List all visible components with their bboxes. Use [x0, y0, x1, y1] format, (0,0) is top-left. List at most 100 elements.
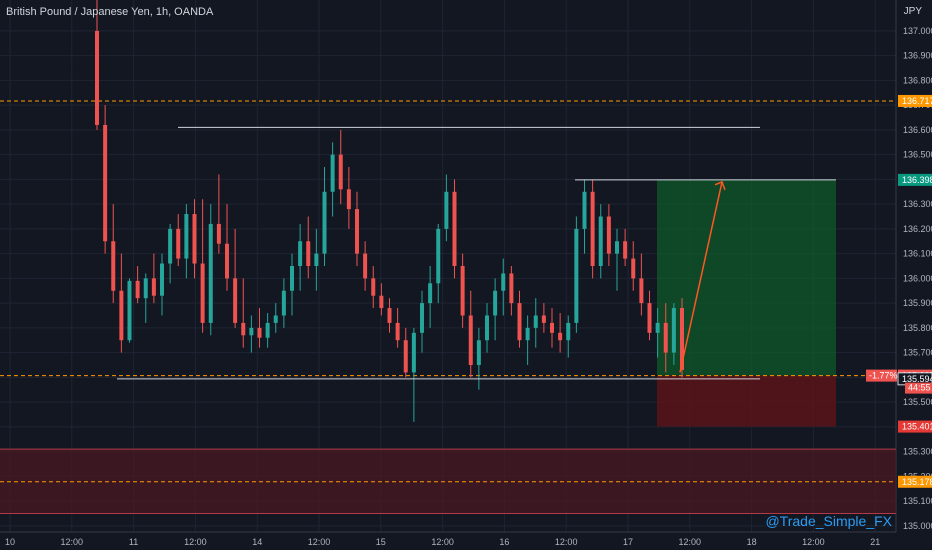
countdown-label: 44:55	[908, 383, 931, 393]
candle-body	[574, 228, 579, 323]
candle-body	[550, 322, 554, 333]
candle-body	[460, 266, 465, 316]
y-tick-label: 137.000	[903, 26, 932, 36]
x-tick-label: 12:00	[802, 537, 825, 547]
countdown-label-box	[905, 382, 932, 394]
y-tick-label: 135.800	[903, 323, 932, 333]
candle-body	[476, 340, 481, 365]
candle-body	[663, 322, 668, 353]
arrow-head	[714, 180, 726, 191]
candle-body	[160, 263, 164, 296]
candle-body	[346, 189, 351, 210]
candle-body	[249, 327, 254, 336]
candle-body	[509, 273, 514, 304]
candle-body	[623, 241, 628, 259]
candle-body	[176, 228, 181, 259]
x-tick-label: 18	[747, 537, 757, 547]
candle-body	[216, 223, 221, 244]
candle-body	[436, 228, 441, 284]
candle-body	[411, 332, 416, 373]
candle-body	[298, 241, 303, 266]
candle-body	[281, 290, 286, 316]
candle-body	[403, 340, 408, 373]
candle-body	[143, 278, 148, 299]
y-tick-label: 135.500	[903, 397, 932, 407]
y-tick-label: 135.000	[903, 521, 932, 531]
x-tick-label: 11	[129, 537, 138, 547]
candle-body	[541, 315, 546, 323]
candle-body	[615, 241, 619, 254]
candle-body	[533, 315, 538, 328]
candle-body	[208, 223, 213, 323]
candle-body	[558, 332, 563, 341]
candle-body	[135, 280, 140, 299]
candle-body	[525, 327, 530, 341]
candle-body	[111, 241, 116, 291]
candle-body	[493, 290, 498, 316]
candle-body	[647, 303, 652, 333]
x-tick-label: 21	[870, 537, 880, 547]
candle-body	[168, 228, 173, 264]
candle-body	[501, 273, 506, 291]
candle-body	[485, 315, 489, 341]
candle-body	[95, 30, 99, 125]
percent-label: -1.77%	[869, 371, 898, 381]
price-label-text: 135.401	[902, 422, 932, 432]
price-label-box	[898, 420, 932, 433]
y-tick-label: 135.900	[903, 298, 932, 308]
candle-body	[290, 266, 294, 291]
candle-body	[192, 214, 197, 264]
x-tick-label: 17	[623, 537, 633, 547]
candle-body	[639, 278, 644, 304]
loss-zone	[657, 375, 836, 427]
candle-body	[119, 290, 124, 341]
x-tick-label: 14	[252, 537, 262, 547]
price-label-box	[898, 94, 932, 107]
candle-body	[363, 253, 368, 279]
price-label-text: 136.717	[902, 96, 932, 106]
y-tick-label: 136.500	[903, 150, 932, 160]
y-tick-label: 135.300	[903, 447, 932, 457]
price-label-box	[898, 475, 932, 488]
y-tick-label: 136.000	[903, 273, 932, 283]
candle-body	[671, 308, 676, 353]
y-tick-label: 135.100	[903, 496, 932, 506]
candle-body	[606, 216, 611, 254]
candle-body	[395, 322, 400, 341]
candle-body	[444, 191, 449, 229]
chart-title: British Pound / Japanese Yen, 1h, OANDA	[6, 6, 214, 18]
candle-body	[468, 315, 473, 365]
y-tick-label: 136.300	[903, 199, 932, 209]
candle-body	[420, 303, 424, 333]
candle-body	[322, 191, 327, 254]
candle-body	[151, 278, 156, 296]
x-tick-label: 10	[5, 537, 15, 547]
candle-body	[582, 191, 587, 229]
candle-body	[655, 322, 660, 333]
candle-body	[338, 154, 343, 190]
candle-body	[273, 315, 278, 323]
y-tick-label: 136.200	[903, 224, 932, 234]
candle-body	[103, 124, 108, 242]
y-tick-label: 136.600	[903, 125, 932, 135]
candle-body	[566, 322, 571, 341]
candle-body	[330, 154, 335, 192]
y-tick-label: 136.800	[903, 75, 932, 85]
candle-body	[355, 209, 359, 254]
currency-label: JPY	[903, 6, 922, 17]
target-arrow	[679, 181, 723, 373]
x-tick-label: 12:00	[184, 537, 207, 547]
candle-body	[371, 278, 376, 296]
x-tick-label: 15	[376, 537, 386, 547]
candle-body	[590, 191, 595, 266]
candle-body	[241, 322, 246, 336]
candle-body	[452, 191, 457, 266]
candle-body	[428, 283, 433, 304]
candle-body	[598, 216, 603, 266]
candle-body	[631, 258, 636, 279]
candle-body	[257, 327, 262, 338]
candle-body	[265, 322, 270, 338]
candle-body	[225, 243, 229, 279]
price-label-text: 135.178	[902, 477, 932, 487]
